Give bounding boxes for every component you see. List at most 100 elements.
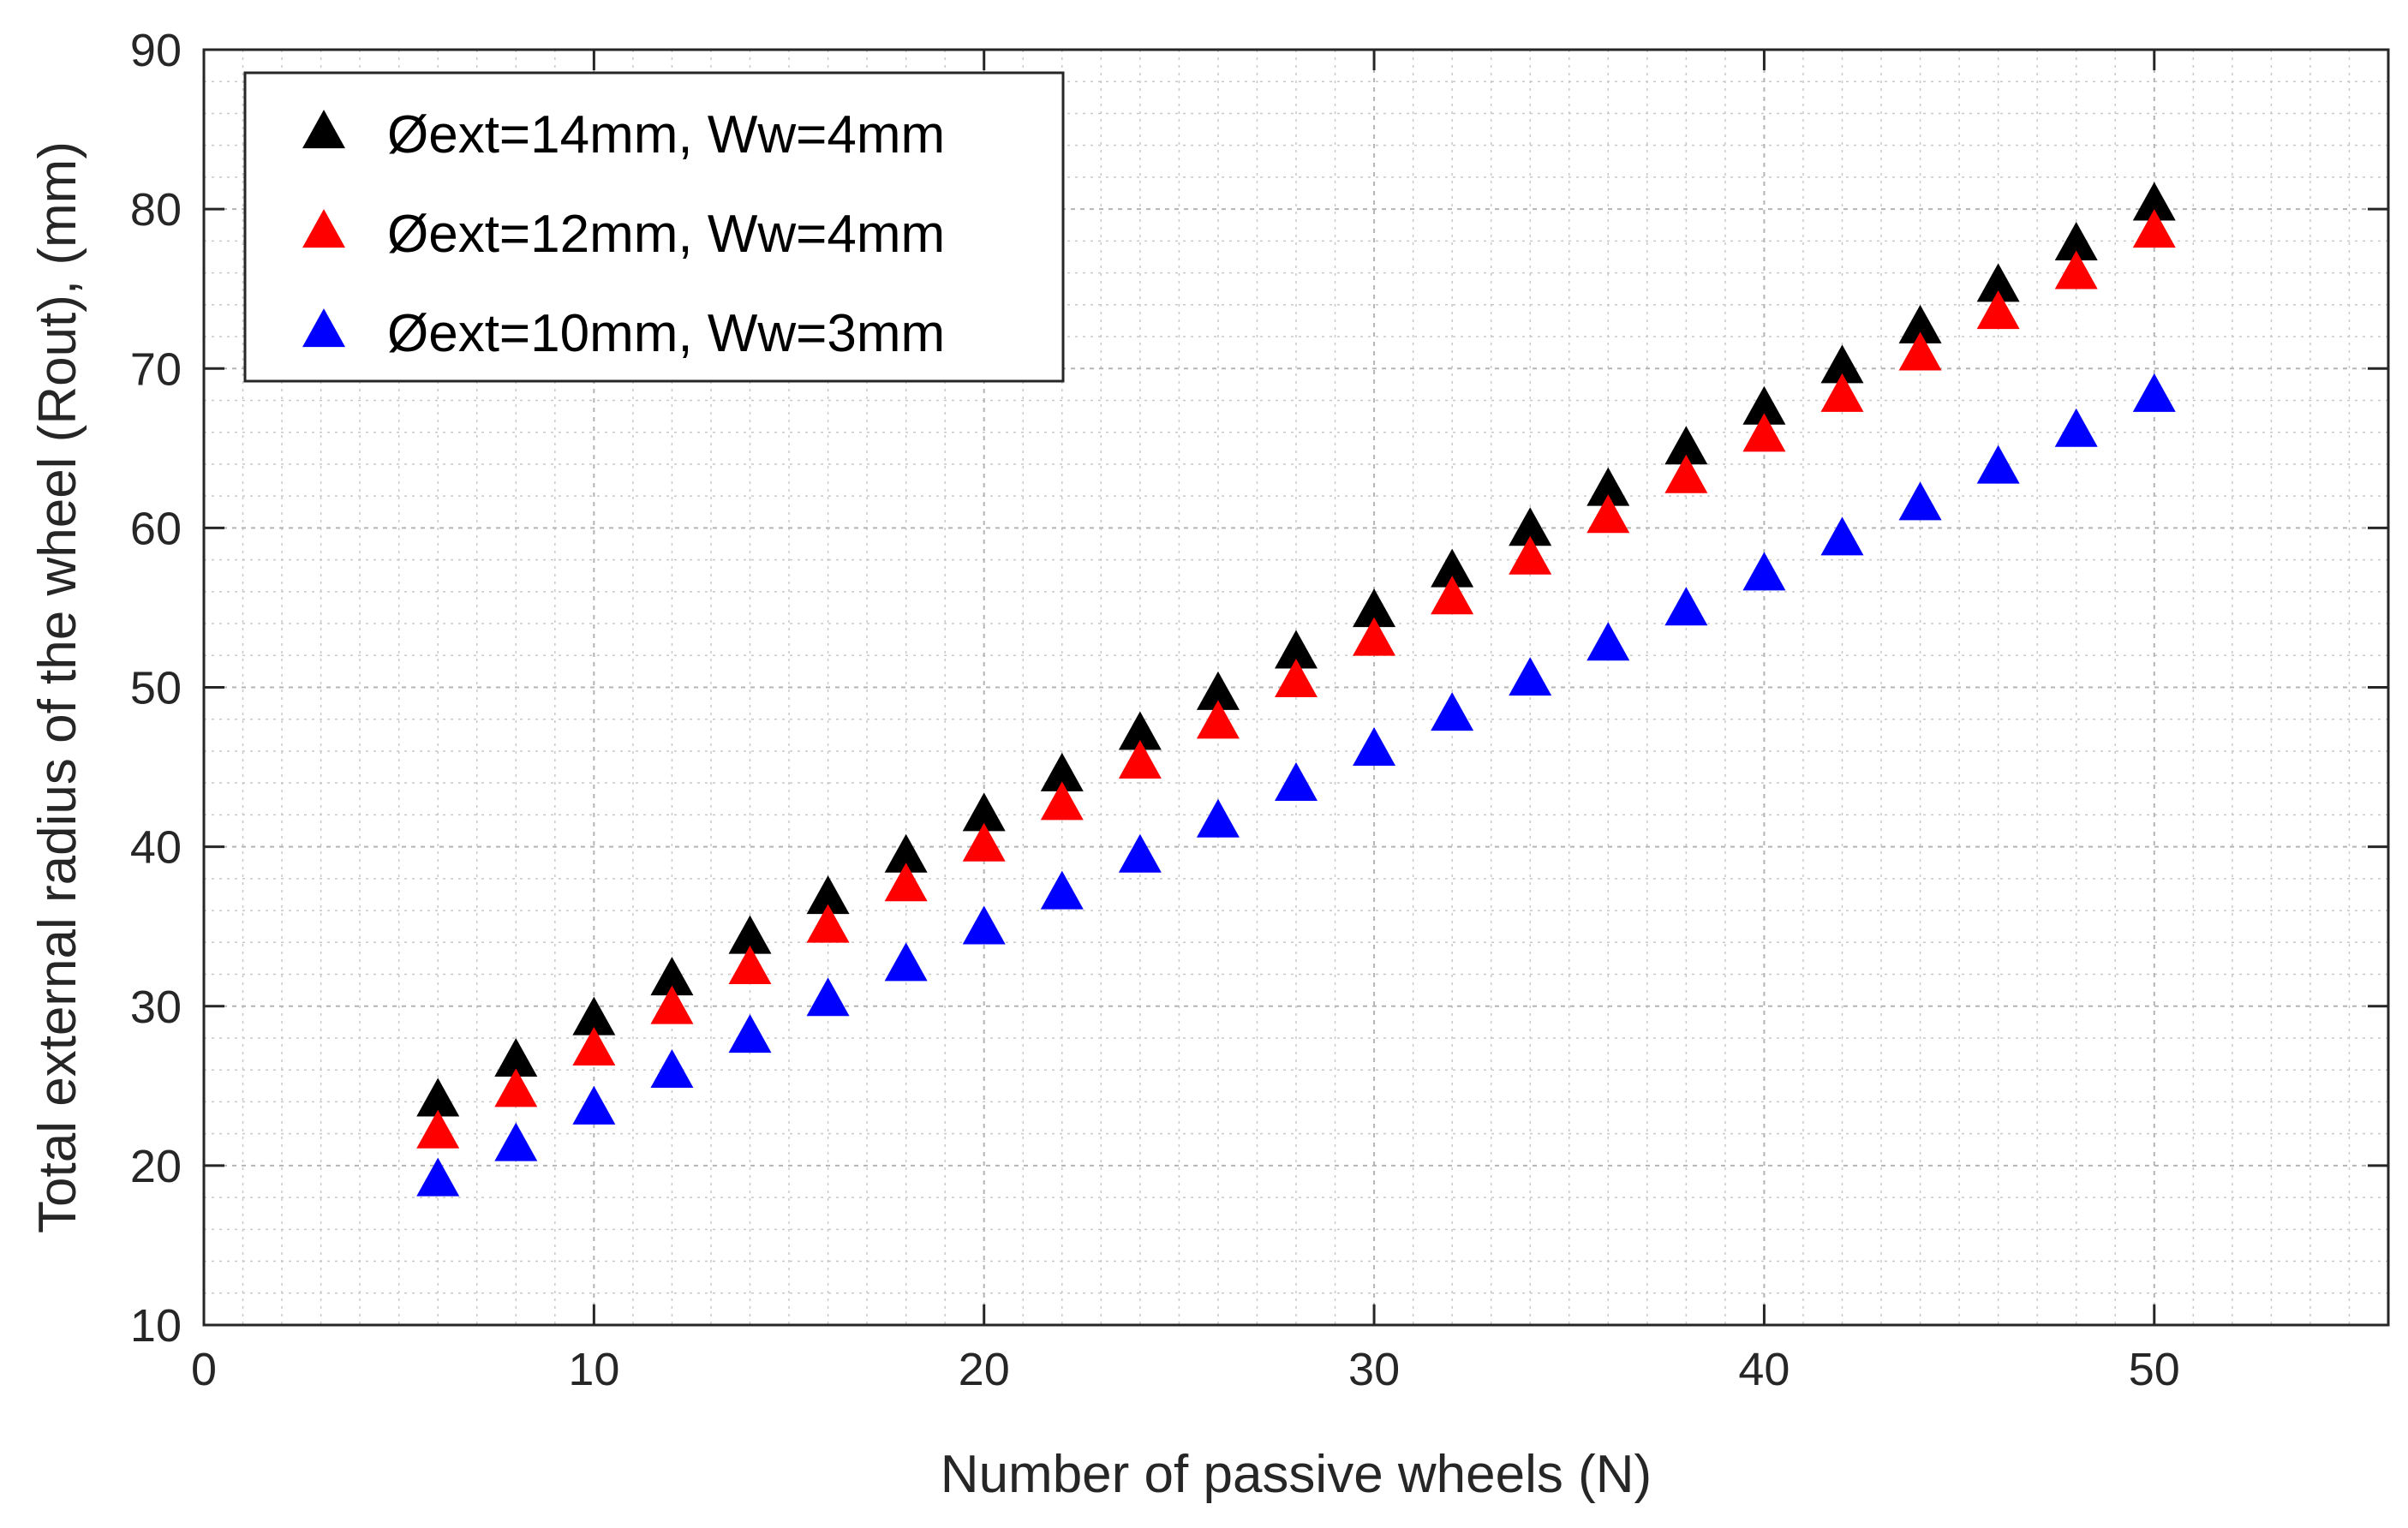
- data-markers: [416, 182, 2176, 1197]
- data-point: [1664, 454, 1708, 493]
- data-point: [650, 1049, 694, 1089]
- data-point: [1976, 290, 2020, 330]
- series-1: [416, 182, 2176, 1117]
- x-tick-label: 0: [191, 1344, 217, 1395]
- legend-label: Øext=10mm, Ww=3mm: [387, 304, 945, 363]
- data-point: [1118, 833, 1162, 873]
- x-tick-label: 20: [959, 1344, 1010, 1395]
- data-point: [1040, 870, 1084, 910]
- x-tick-labels: 0 10 20 30 40 50: [191, 1344, 2180, 1395]
- y-tick-label: 60: [130, 503, 182, 554]
- data-point: [1040, 781, 1084, 821]
- data-point: [1742, 552, 1786, 591]
- data-point: [2132, 373, 2176, 412]
- data-point: [650, 985, 694, 1024]
- data-point: [806, 875, 850, 915]
- data-point: [884, 942, 928, 982]
- data-point: [1431, 576, 1474, 615]
- legend-marker: [302, 308, 345, 348]
- data-point: [2132, 182, 2176, 221]
- data-point: [2054, 408, 2098, 447]
- data-point: [1898, 331, 1942, 371]
- data-point: [1820, 373, 1864, 412]
- data-point: [1664, 426, 1708, 465]
- data-point: [1431, 548, 1474, 588]
- data-point: [1976, 263, 2020, 302]
- legend: Øext=14mm, Ww=4mm Øext=12mm, Ww=4mm Øext=1…: [243, 71, 1065, 383]
- data-point: [884, 862, 928, 902]
- data-point: [1196, 700, 1240, 739]
- data-point: [1898, 304, 1942, 343]
- data-point: [1742, 385, 1786, 425]
- data-point: [1664, 587, 1708, 626]
- x-tick-label: 50: [2129, 1344, 2180, 1395]
- data-point: [1820, 516, 1864, 556]
- y-tick-label: 90: [130, 25, 182, 76]
- data-point: [728, 915, 772, 954]
- data-point: [1353, 617, 1396, 656]
- x-tick-label: 40: [1738, 1344, 1790, 1395]
- legend-label: Øext=14mm, Ww=4mm: [387, 105, 945, 164]
- data-point: [1118, 711, 1162, 750]
- legend-marker: [302, 209, 345, 248]
- data-point: [1196, 798, 1240, 838]
- series-2: [416, 209, 2176, 1149]
- x-axis-label: Number of passive wheels (N): [941, 1445, 1652, 1504]
- data-point: [728, 946, 772, 985]
- y-tick-label: 10: [130, 1300, 182, 1352]
- data-point: [1586, 622, 1630, 661]
- data-point: [494, 1122, 538, 1161]
- data-point: [1275, 659, 1318, 698]
- data-point: [416, 1109, 460, 1149]
- data-point: [962, 792, 1006, 832]
- data-point: [1509, 535, 1552, 575]
- data-point: [1040, 752, 1084, 791]
- data-point: [1275, 761, 1318, 801]
- data-point: [1353, 588, 1396, 628]
- data-point: [806, 904, 850, 943]
- legend-box: [243, 71, 1065, 383]
- data-point: [1118, 739, 1162, 779]
- data-point: [2054, 250, 2098, 289]
- data-point: [1742, 413, 1786, 452]
- data-point: [416, 1157, 460, 1197]
- data-point: [1275, 630, 1318, 669]
- data-point: [572, 1026, 616, 1065]
- data-point: [1509, 657, 1552, 696]
- data-point: [884, 833, 928, 873]
- data-point: [416, 1077, 460, 1117]
- data-point: [1196, 671, 1240, 710]
- data-point: [728, 1014, 772, 1053]
- y-tick-labels: 10 20 30 40 50 60 70 80 90: [130, 25, 182, 1352]
- y-axis-label: Total external radius of the wheel (Rout…: [28, 141, 87, 1233]
- data-point: [572, 1085, 616, 1125]
- data-point: [2054, 222, 2098, 261]
- data-point: [1820, 344, 1864, 384]
- series-3: [416, 373, 2176, 1197]
- y-tick-label: 80: [130, 184, 182, 236]
- y-tick-label: 70: [130, 343, 182, 395]
- x-tick-label: 30: [1348, 1344, 1400, 1395]
- legend-items: Øext=14mm, Ww=4mm Øext=12mm, Ww=4mm Øext=1…: [302, 105, 945, 363]
- data-point: [962, 905, 1006, 945]
- data-point: [650, 957, 694, 996]
- data-point: [806, 977, 850, 1017]
- x-tick-label: 10: [568, 1344, 619, 1395]
- data-point: [962, 822, 1006, 862]
- y-tick-label: 30: [130, 982, 182, 1033]
- data-point: [572, 996, 616, 1036]
- data-point: [1586, 494, 1630, 534]
- data-point: [1976, 445, 2020, 484]
- data-point: [1431, 692, 1474, 731]
- axis-ticks: [202, 48, 2388, 1327]
- data-point: [2132, 209, 2176, 248]
- data-point: [1898, 481, 1942, 521]
- data-point: [1509, 507, 1552, 546]
- legend-marker: [302, 110, 345, 149]
- data-point: [1353, 727, 1396, 767]
- data-point: [494, 1068, 538, 1107]
- y-tick-label: 50: [130, 663, 182, 714]
- data-point: [1586, 467, 1630, 506]
- y-tick-label: 20: [130, 1141, 182, 1192]
